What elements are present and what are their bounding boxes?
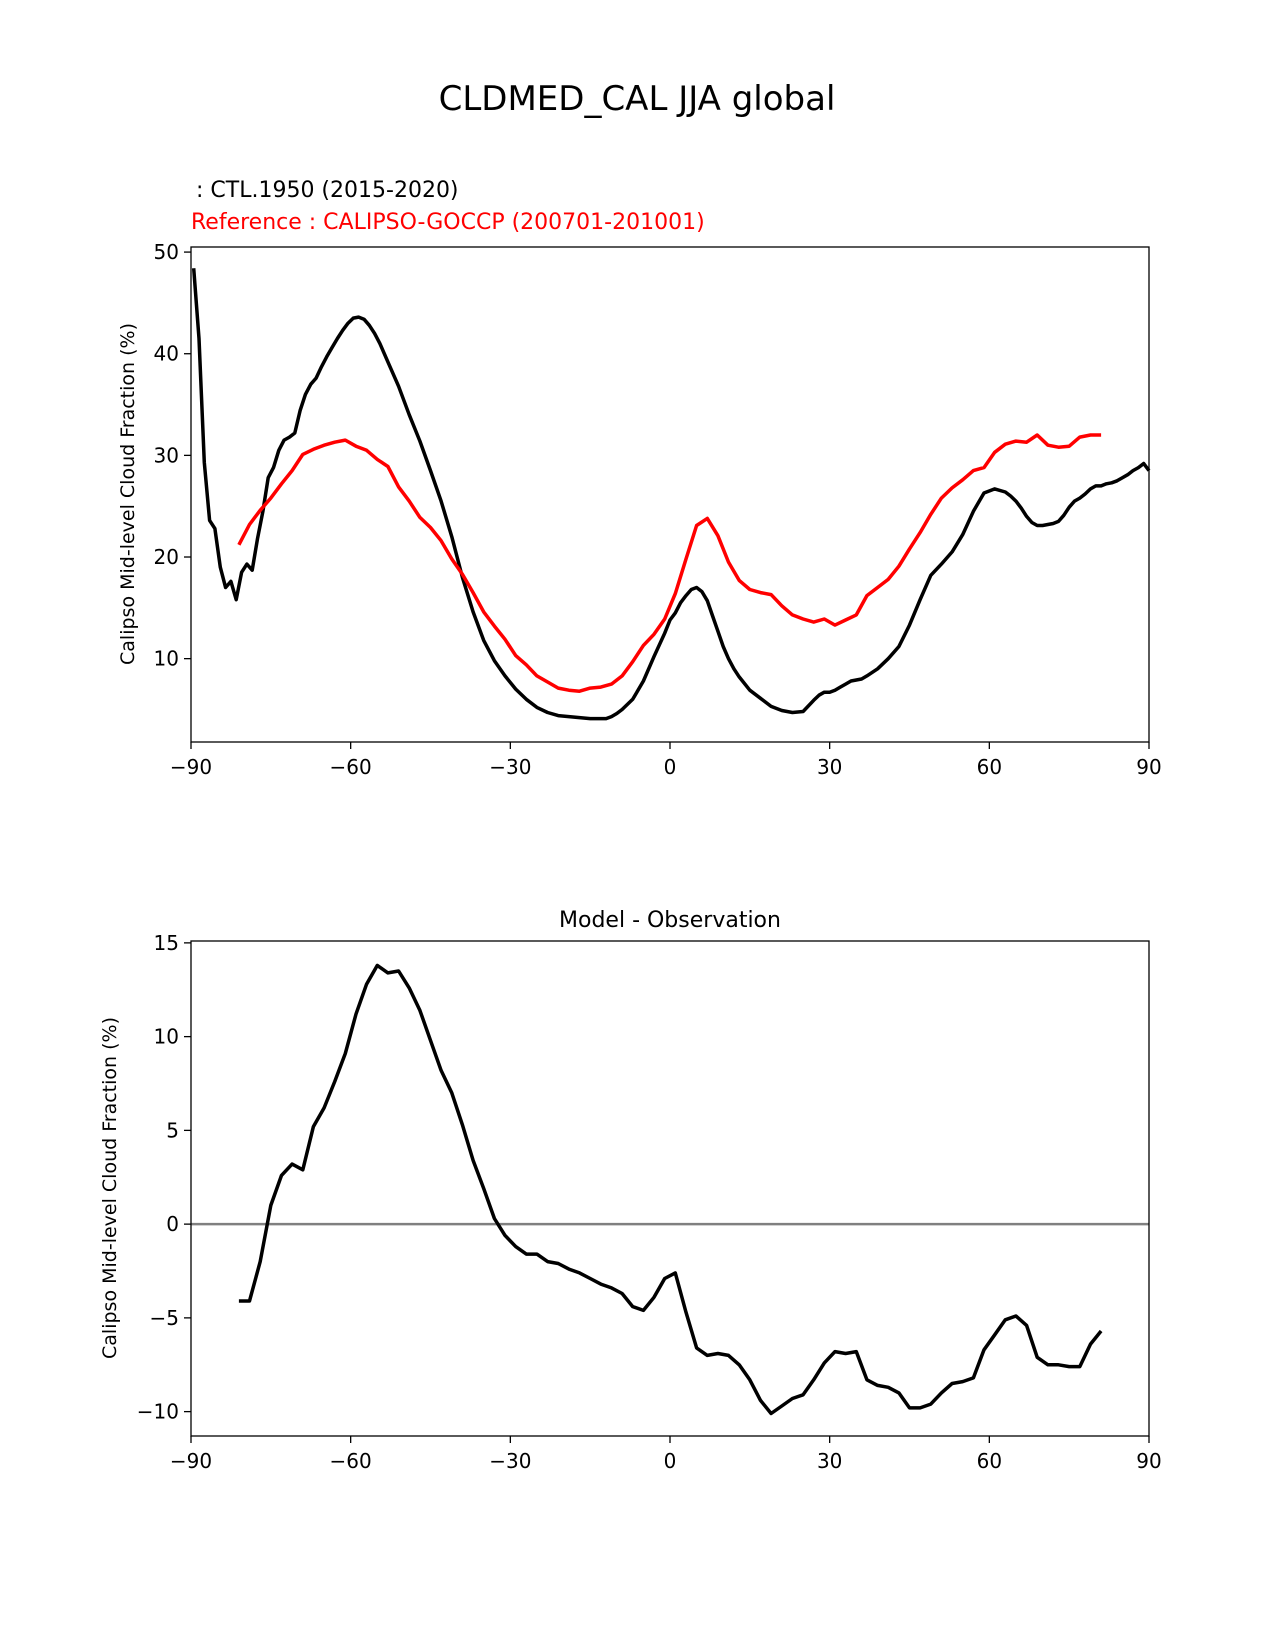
model-label: : CTL.1950 (2015-2020) [196,178,459,203]
bottom-x-tick-label: 30 [817,1449,842,1473]
bottom-y-tick-label: −10 [137,1400,179,1424]
bottom-y-tick-label: 0 [166,1212,179,1236]
top-axes-frame [190,246,1150,743]
top-x-tick-label: −60 [330,755,372,779]
bottom-x-tick-label: 0 [664,1449,677,1473]
bottom-y-axis-label: Calipso Mid-level Cloud Fraction (%) [99,1017,121,1359]
bottom-y-tick-label: 15 [154,931,179,955]
bottom-series-line-0 [238,963,1103,1416]
top-x-tick-label: 60 [977,755,1002,779]
bottom-y-tick-label: −5 [150,1306,179,1330]
bottom-panel-title: Model - Observation [559,908,781,933]
top-x-tick-label: −30 [489,755,531,779]
figure-title: CLDMED_CAL JJA global [439,79,836,119]
bottom-y-tick-label: 10 [154,1025,179,1049]
top-y-tick-label: 10 [154,647,179,671]
top-y-tick-label: 40 [154,342,179,366]
top-series-line-1 [237,433,1102,693]
bottom-y-ticks: −10 −5 0 5 10 15 [137,931,191,1424]
bottom-x-tick-label: 90 [1136,1449,1161,1473]
bottom-panel: Model - Observation −90 −60 −30 0 30 60 90 −10… [99,908,1162,1473]
top-series-line-0 [191,268,1151,721]
top-y-tick-label: 20 [154,545,179,569]
bottom-y-tick-label: 5 [166,1118,179,1142]
top-x-ticks: −90 −60 −30 0 30 60 90 [170,742,1162,779]
top-x-tick-label: 0 [664,755,677,779]
bottom-axes-frame [190,940,1150,1437]
top-y-ticks: 10 20 30 40 50 [154,240,191,671]
bottom-series-layer [238,963,1103,1416]
reference-label: Reference : CALIPSO-GOCCP (200701-201001… [191,210,705,235]
bottom-x-ticks: −90 −60 −30 0 30 60 90 [170,1436,1162,1473]
top-series-layer [191,268,1151,721]
top-x-tick-label: 30 [817,755,842,779]
top-y-tick-label: 50 [154,240,179,264]
top-y-axis-label: Calipso Mid-level Cloud Fraction (%) [117,323,139,665]
bottom-x-tick-label: −90 [170,1449,212,1473]
top-y-tick-label: 30 [154,443,179,467]
bottom-x-tick-label: −30 [489,1449,531,1473]
top-x-tick-label: −90 [170,755,212,779]
top-x-tick-label: 90 [1136,755,1161,779]
top-panel: : CTL.1950 (2015-2020) Reference : CALIP… [117,178,1162,779]
bottom-x-tick-label: −60 [330,1449,372,1473]
bottom-x-tick-label: 60 [977,1449,1002,1473]
